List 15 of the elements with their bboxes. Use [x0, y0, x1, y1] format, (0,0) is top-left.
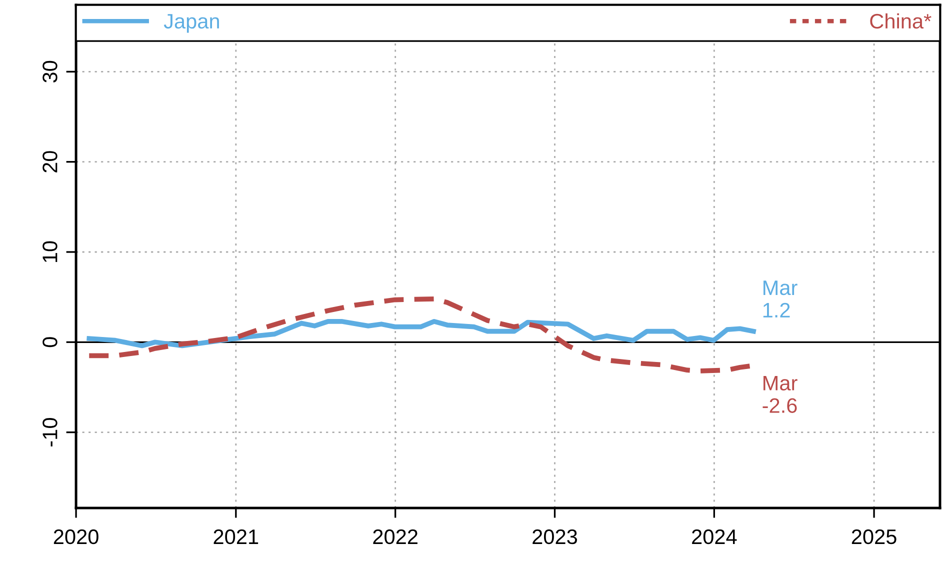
x-tick-label: 2021 — [214, 529, 258, 544]
legend-label: China* — [870, 13, 932, 29]
y-tick-label: 30 — [42, 60, 58, 82]
annotation: Mar 1.2 — [763, 280, 798, 318]
x-tick-label: 2020 — [54, 529, 98, 544]
y-tick-label: -10 — [42, 418, 58, 446]
y-tick-label: 10 — [42, 241, 58, 262]
x-tick-label: 2024 — [692, 529, 737, 544]
x-tick-label: 2023 — [532, 529, 578, 544]
y-tick-label: 0 — [42, 337, 58, 348]
annotation: Mar -2.6 — [762, 376, 798, 413]
x-tick-label: 2022 — [373, 529, 418, 544]
x-tick-label: 2025 — [852, 529, 896, 544]
y-tick-label: 20 — [42, 151, 58, 172]
legend-label: Japan — [164, 14, 219, 33]
